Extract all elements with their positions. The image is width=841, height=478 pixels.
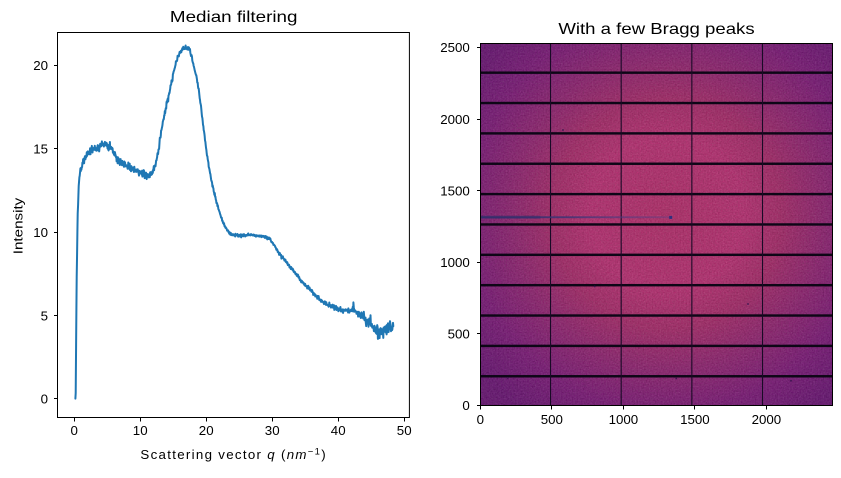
svg-text:10: 10 <box>133 423 148 438</box>
svg-text:Scattering vector q (nm−1): Scattering vector q (nm−1) <box>140 447 327 463</box>
svg-text:With a few Bragg peaks: With a few Bragg peaks <box>558 21 754 38</box>
svg-text:1000: 1000 <box>609 412 639 427</box>
svg-text:15: 15 <box>33 142 48 157</box>
svg-text:2000: 2000 <box>752 412 782 427</box>
svg-text:0: 0 <box>70 423 77 438</box>
svg-text:1500: 1500 <box>440 183 470 198</box>
svg-text:30: 30 <box>265 423 280 438</box>
svg-text:20: 20 <box>33 58 48 73</box>
svg-text:1500: 1500 <box>680 412 710 427</box>
svg-text:Intensity: Intensity <box>10 197 25 254</box>
svg-text:10: 10 <box>33 225 48 240</box>
svg-text:5: 5 <box>41 308 48 323</box>
svg-text:Median filtering: Median filtering <box>170 9 298 26</box>
svg-text:500: 500 <box>448 327 470 342</box>
svg-text:20: 20 <box>199 423 214 438</box>
svg-text:1000: 1000 <box>440 255 470 270</box>
svg-text:2500: 2500 <box>440 40 470 55</box>
svg-text:0: 0 <box>477 412 484 427</box>
svg-text:2000: 2000 <box>440 112 470 127</box>
svg-text:0: 0 <box>41 392 48 407</box>
svg-text:0: 0 <box>462 398 469 413</box>
svg-text:50: 50 <box>397 423 412 438</box>
svg-text:40: 40 <box>331 423 346 438</box>
svg-text:500: 500 <box>541 412 563 427</box>
